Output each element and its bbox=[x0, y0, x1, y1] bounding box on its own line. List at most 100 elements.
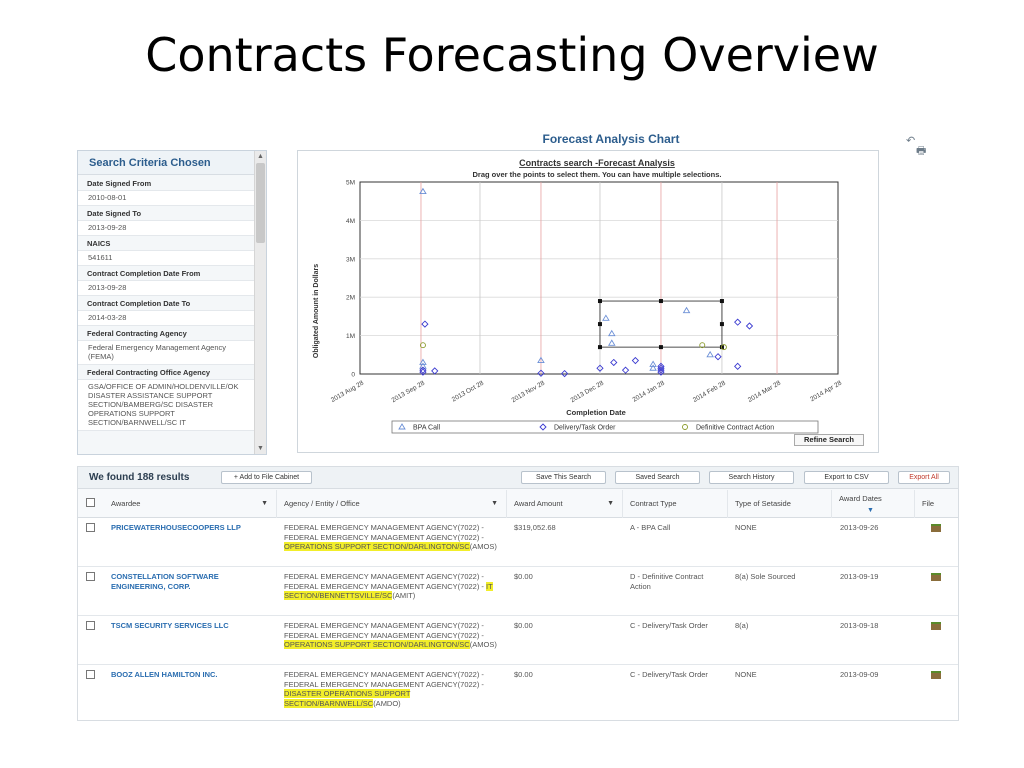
contract-type: D - Definitive Contract Action bbox=[630, 572, 704, 591]
criteria-label: Date Signed From bbox=[78, 176, 254, 191]
table-row[interactable]: TSCM SECURITY SERVICES LLC FEDERAL EMERG… bbox=[78, 616, 958, 665]
table-header bbox=[78, 489, 958, 518]
data-point-delivery-task-order bbox=[745, 322, 754, 330]
data-point-definitive-contract bbox=[699, 342, 706, 349]
column-header-contract-type[interactable]: Contract Type bbox=[623, 490, 728, 518]
criteria-label: Federal Contracting Office Agency bbox=[78, 365, 254, 380]
file-cabinet-icon[interactable] bbox=[931, 671, 941, 679]
row-checkbox[interactable] bbox=[86, 523, 95, 532]
data-point-bpa-call bbox=[682, 306, 691, 314]
plot-area bbox=[359, 181, 839, 375]
criteria-label: Contract Completion Date To bbox=[78, 296, 254, 311]
file-cabinet-icon[interactable] bbox=[931, 573, 941, 581]
award-amount: $0.00 bbox=[514, 621, 533, 630]
award-amount: $0.00 bbox=[514, 572, 533, 581]
x-tick-label: 2013 Dec 28 bbox=[570, 379, 606, 404]
search-criteria-panel: Search Criteria Chosen Date Signed From … bbox=[77, 150, 267, 455]
criteria-value: 2013-09-28 bbox=[78, 221, 254, 236]
awardee-link[interactable]: BOOZ ALLEN HAMILTON INC. bbox=[111, 670, 218, 679]
data-point-bpa-call bbox=[537, 356, 545, 364]
export-csv-button[interactable]: Export to CSV bbox=[804, 471, 889, 484]
scatter-chart[interactable]: Contracts search -Forecast Analysis Drag… bbox=[298, 151, 880, 454]
data-point-delivery-task-order bbox=[539, 423, 547, 431]
undo-icon[interactable]: ↶ bbox=[906, 135, 916, 147]
sort-caret-icon[interactable]: ▼ bbox=[491, 500, 498, 507]
award-date: 2013-09-18 bbox=[840, 621, 879, 630]
column-header-agency[interactable]: Agency / Entity / Office ▼ bbox=[277, 490, 507, 518]
saved-search-button[interactable]: Saved Search bbox=[615, 471, 700, 484]
row-checkbox[interactable] bbox=[86, 621, 95, 630]
file-cabinet-icon[interactable] bbox=[931, 622, 941, 630]
data-point-delivery-task-order bbox=[734, 362, 742, 370]
chart-panel[interactable]: Contracts search -Forecast Analysis Drag… bbox=[297, 150, 879, 453]
data-point-bpa-call bbox=[419, 362, 427, 369]
x-tick-label: 2013 Oct 28 bbox=[451, 379, 486, 403]
scroll-down-icon[interactable]: ▼ bbox=[257, 445, 264, 452]
selection-handle bbox=[658, 299, 663, 304]
data-point-bpa-call bbox=[607, 329, 616, 337]
column-header-label: Award Dates bbox=[839, 494, 882, 503]
data-point-bpa-call bbox=[607, 339, 616, 346]
setaside-type: NONE bbox=[735, 523, 757, 532]
criteria-value: 2010-08-01 bbox=[78, 191, 254, 206]
column-header-label: Contract Type bbox=[630, 499, 677, 508]
search-history-button[interactable]: Search History bbox=[709, 471, 794, 484]
awardee-link[interactable]: CONSTELLATION SOFTWARE ENGINEERING, CORP… bbox=[111, 572, 219, 591]
x-tick-label: 2013 Nov 28 bbox=[511, 379, 547, 404]
column-header-file[interactable]: File bbox=[915, 490, 958, 518]
awardee-link[interactable]: PRICEWATERHOUSECOOPERS LLP bbox=[111, 523, 241, 532]
criteria-scrollbar[interactable]: ▲ ▼ bbox=[254, 151, 266, 454]
scroll-up-icon[interactable]: ▲ bbox=[257, 153, 264, 160]
column-header-label: Awardee bbox=[111, 499, 141, 508]
sort-caret-icon[interactable]: ▼ bbox=[261, 500, 268, 507]
column-header-award-amount[interactable]: Award Amount ▼ bbox=[507, 490, 623, 518]
legend-label: Delivery/Task Order bbox=[554, 425, 616, 432]
selection-handle bbox=[597, 322, 602, 327]
row-checkbox[interactable] bbox=[86, 670, 95, 679]
sort-desc-icon[interactable]: ▼ bbox=[867, 507, 874, 514]
export-all-button[interactable]: Export All bbox=[898, 471, 950, 484]
x-tick-label: 2013 Aug 28 bbox=[330, 379, 365, 404]
table-row[interactable]: BOOZ ALLEN HAMILTON INC. FEDERAL EMERGEN… bbox=[78, 665, 958, 720]
chart-legend: BPA Call Delivery/Task Order Definitive Co… bbox=[391, 420, 819, 434]
refine-search-button[interactable]: Refine Search bbox=[794, 434, 864, 446]
selection-handle bbox=[658, 345, 663, 350]
chart-subtitle: Drag over the points to select them. You… bbox=[473, 170, 722, 179]
awardee-link[interactable]: TSCM SECURITY SERVICES LLC bbox=[111, 621, 229, 630]
data-point-definitive-contract bbox=[682, 424, 688, 430]
column-header-awardee[interactable]: Awardee ▼ bbox=[104, 490, 277, 518]
data-point-delivery-task-order bbox=[714, 353, 722, 361]
save-search-button[interactable]: Save This Search bbox=[521, 471, 606, 484]
table-row[interactable]: CONSTELLATION SOFTWARE ENGINEERING, CORP… bbox=[78, 567, 958, 616]
selection-handle bbox=[597, 299, 602, 304]
award-date: 2013-09-26 bbox=[840, 523, 879, 532]
agency-text: FEDERAL EMERGENCY MANAGEMENT AGENCY(7022… bbox=[284, 621, 484, 640]
print-icon[interactable]: 🖶 bbox=[916, 145, 927, 157]
row-checkbox[interactable] bbox=[86, 572, 95, 581]
sort-caret-icon[interactable]: ▼ bbox=[607, 500, 614, 507]
file-cabinet-icon[interactable] bbox=[931, 524, 941, 532]
award-amount: $0.00 bbox=[514, 670, 533, 679]
criteria-label: Contract Completion Date From bbox=[78, 266, 254, 281]
data-point-delivery-task-order bbox=[631, 356, 640, 365]
select-all-checkbox[interactable] bbox=[86, 498, 95, 507]
agency-text: FEDERAL EMERGENCY MANAGEMENT AGENCY(7022… bbox=[284, 670, 484, 689]
add-to-file-cabinet-button[interactable]: + Add to File Cabinet bbox=[221, 471, 312, 484]
criteria-label: NAICS bbox=[78, 236, 254, 251]
agency-code: (AMIT) bbox=[392, 591, 416, 600]
agency-highlight: OPERATIONS SUPPORT SECTION/DARLINGTON/SC bbox=[284, 640, 470, 649]
data-point-delivery-task-order bbox=[657, 366, 665, 374]
selection-handle bbox=[719, 345, 724, 350]
criteria-value: 541611 bbox=[78, 251, 254, 266]
scroll-thumb[interactable] bbox=[256, 163, 265, 243]
results-toolbar: We found 188 results + Add to File Cabin… bbox=[78, 467, 958, 489]
table-row[interactable]: PRICEWATERHOUSECOOPERS LLP FEDERAL EMERG… bbox=[78, 518, 958, 567]
setaside-type: 8(a) bbox=[735, 621, 749, 630]
agency-cell: FEDERAL EMERGENCY MANAGEMENT AGENCY(7022… bbox=[284, 621, 504, 650]
data-point-delivery-task-order bbox=[419, 368, 427, 376]
column-header-setaside[interactable]: Type of Setaside bbox=[728, 490, 832, 518]
column-header-award-dates[interactable]: Award Dates ▼ bbox=[832, 490, 915, 518]
data-point-definitive-contract bbox=[720, 344, 727, 351]
data-point-delivery-task-order bbox=[419, 366, 427, 374]
x-tick-label: 2014 Feb 28 bbox=[692, 379, 727, 404]
